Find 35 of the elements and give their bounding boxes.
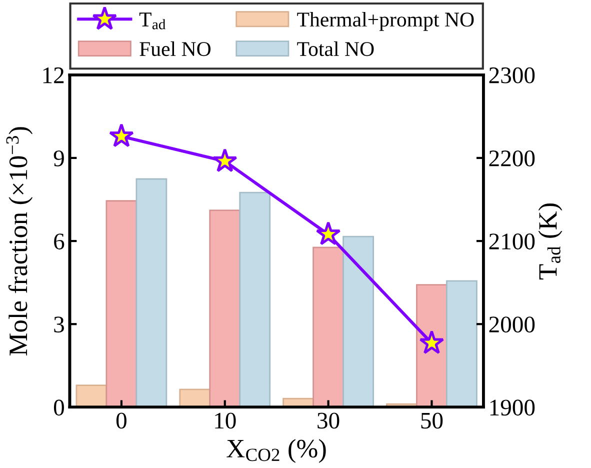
legend-label: Total NO	[297, 41, 374, 56]
y2-tick-label: 2300	[489, 67, 535, 84]
point	[419, 330, 444, 354]
x-axis-title: X$_{CO2}$ (%)	[226, 438, 326, 463]
point	[108, 123, 134, 148]
x-tick-label: 10	[215, 412, 236, 429]
y-tick-label: 12	[43, 67, 64, 84]
bar	[342, 236, 374, 408]
point	[212, 148, 238, 172]
x-tick-label: 0	[116, 412, 126, 429]
y-axis-title: Mole fraction (×10$^{−3}$)	[6, 127, 33, 356]
legend-label: Fuel NO	[140, 41, 211, 56]
bar	[106, 200, 138, 408]
bar	[312, 246, 344, 408]
y2-tick-label: 1900	[490, 400, 535, 416]
y2-tick-label: 2100	[489, 234, 535, 250]
y-tick-label: 0	[54, 400, 64, 416]
y2-tick-label: 2000	[489, 316, 535, 333]
x-tick-label: 50	[421, 412, 443, 429]
bar	[446, 280, 478, 408]
legend-label: Thermal+prompt NO	[297, 12, 474, 31]
bar	[136, 178, 168, 408]
y-tick-label: 3	[54, 316, 64, 333]
y2-axis-title: T$_{ad}$ (K)	[538, 204, 562, 280]
bar	[416, 284, 448, 408]
bar	[239, 192, 271, 408]
bar	[209, 210, 241, 408]
y-tick-label: 9	[54, 150, 64, 166]
bar	[179, 388, 211, 408]
point	[316, 221, 341, 246]
y-tick-label: 6	[54, 234, 64, 250]
bar	[76, 384, 108, 408]
x-tick-label: 30	[318, 412, 340, 429]
legend-label: T$_{ad}$	[139, 12, 166, 30]
y2-tick-label: 2200	[489, 150, 535, 166]
